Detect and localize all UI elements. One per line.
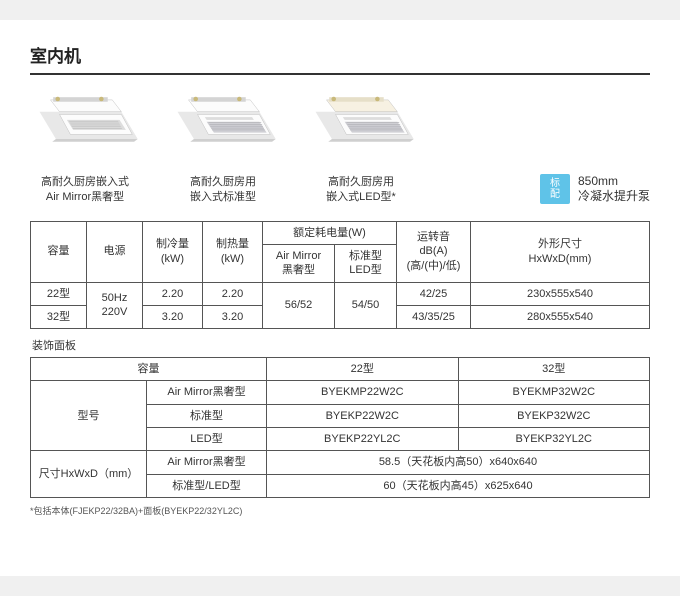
product-label: 高耐久厨房用 嵌入式标准型 bbox=[190, 175, 256, 205]
badge-text-line: 冷凝水提升泵 bbox=[578, 189, 650, 203]
badge-char: 标 bbox=[550, 178, 560, 189]
cell-pwr: 50Hz 220V bbox=[87, 282, 143, 329]
th-cooling: 制冷量 (kW) bbox=[143, 221, 203, 282]
product-standard: 高耐久厨房用 嵌入式标准型 bbox=[168, 89, 278, 205]
badge-icon: 标 配 bbox=[540, 174, 570, 204]
th-heating: 制热量 (kW) bbox=[203, 221, 263, 282]
product-image-icon bbox=[306, 89, 416, 169]
cell-heat: 2.20 bbox=[203, 282, 263, 305]
cell-type: Air Mirror黑奢型 bbox=[147, 451, 267, 474]
cell-noise: 42/25 bbox=[397, 282, 471, 305]
products-row: 高耐久厨房嵌入式 Air Mirror黑奢型 bbox=[30, 89, 650, 205]
table-row: 22型 50Hz 220V 2.20 2.20 56/52 54/50 42/2… bbox=[31, 282, 650, 305]
th-power: 电源 bbox=[87, 221, 143, 282]
product-image-icon bbox=[30, 89, 140, 169]
cell-c32: BYEKP32YL2C bbox=[458, 428, 650, 451]
cell-model-label: 型号 bbox=[31, 381, 147, 451]
product-label-line: Air Mirror黑奢型 bbox=[46, 191, 124, 203]
cell-heat: 3.20 bbox=[203, 305, 263, 328]
spec-table: 容量 电源 制冷量 (kW) 制热量 (kW) 额定耗电量(W) 运转音 dB(… bbox=[30, 221, 650, 329]
th-sl: 标准型 LED型 bbox=[335, 244, 397, 282]
cell-type: Air Mirror黑奢型 bbox=[147, 381, 267, 404]
cell-c32: BYEKMP32W2C bbox=[458, 381, 650, 404]
cell-type: 标准型 bbox=[147, 404, 267, 427]
product-label-line: 嵌入式LED型* bbox=[326, 191, 396, 203]
product-image-icon bbox=[168, 89, 278, 169]
cell-size: 280x555x540 bbox=[471, 305, 650, 328]
cell-size: 230x555x540 bbox=[471, 282, 650, 305]
panel-table: 容量 22型 32型 型号 Air Mirror黑奢型 BYEKMP22W2C … bbox=[30, 357, 650, 498]
th-capacity: 容量 bbox=[31, 221, 87, 282]
badge-text: 850mm 冷凝水提升泵 bbox=[578, 174, 650, 205]
th-22: 22型 bbox=[267, 358, 459, 381]
product-label-line: 高耐久厨房嵌入式 bbox=[41, 176, 129, 188]
cell-cool: 3.20 bbox=[143, 305, 203, 328]
cell-cap: 32型 bbox=[31, 305, 87, 328]
product-label: 高耐久厨房嵌入式 Air Mirror黑奢型 bbox=[41, 175, 129, 205]
badge-char: 配 bbox=[550, 189, 560, 200]
section-title: 室内机 bbox=[30, 42, 650, 75]
cell-c32: BYEKP32W2C bbox=[458, 404, 650, 427]
footnote: *包括本体(FJEKP22/32BA)+面板(BYEKP22/32YL2C) bbox=[30, 504, 650, 517]
cell-type: 标准型/LED型 bbox=[147, 474, 267, 497]
cell-size-val: 58.5（天花板内高50）x640x640 bbox=[267, 451, 650, 474]
cell-type: LED型 bbox=[147, 428, 267, 451]
cell-am: 56/52 bbox=[263, 282, 335, 329]
cell-c22: BYEKP22YL2C bbox=[267, 428, 459, 451]
th-size: 外形尺寸 HxWxD(mm) bbox=[471, 221, 650, 282]
th-noise: 运转音 dB(A) (高/(中)/低) bbox=[397, 221, 471, 282]
cell-c22: BYEKP22W2C bbox=[267, 404, 459, 427]
th-am: Air Mirror 黑奢型 bbox=[263, 244, 335, 282]
cell-sl: 54/50 bbox=[335, 282, 397, 329]
badge-text-line: 850mm bbox=[578, 174, 618, 188]
cell-size-val: 60（天花板内高45）x625x640 bbox=[267, 474, 650, 497]
product-led: 高耐久厨房用 嵌入式LED型* bbox=[306, 89, 416, 205]
table-row: 容量 22型 32型 bbox=[31, 358, 650, 381]
th-rated: 额定耗电量(W) bbox=[263, 221, 397, 244]
badge-box: 标 配 850mm 冷凝水提升泵 bbox=[540, 174, 650, 205]
cell-cap: 22型 bbox=[31, 282, 87, 305]
panel-heading: 装饰面板 bbox=[32, 337, 650, 353]
table-row: 型号 Air Mirror黑奢型 BYEKMP22W2C BYEKMP32W2C bbox=[31, 381, 650, 404]
product-label-line: 高耐久厨房用 bbox=[328, 176, 394, 188]
cell-c22: BYEKMP22W2C bbox=[267, 381, 459, 404]
cell-noise: 43/35/25 bbox=[397, 305, 471, 328]
product-label: 高耐久厨房用 嵌入式LED型* bbox=[326, 175, 396, 205]
product-label-line: 嵌入式标准型 bbox=[190, 191, 256, 203]
th-capacity: 容量 bbox=[31, 358, 267, 381]
th-32: 32型 bbox=[458, 358, 650, 381]
cell-cool: 2.20 bbox=[143, 282, 203, 305]
cell-size-label: 尺寸HxWxD（mm） bbox=[31, 451, 147, 498]
product-air-mirror: 高耐久厨房嵌入式 Air Mirror黑奢型 bbox=[30, 89, 140, 205]
product-label-line: 高耐久厨房用 bbox=[190, 176, 256, 188]
table-row: 容量 电源 制冷量 (kW) 制热量 (kW) 额定耗电量(W) 运转音 dB(… bbox=[31, 221, 650, 244]
table-row: 尺寸HxWxD（mm） Air Mirror黑奢型 58.5（天花板内高50）x… bbox=[31, 451, 650, 474]
